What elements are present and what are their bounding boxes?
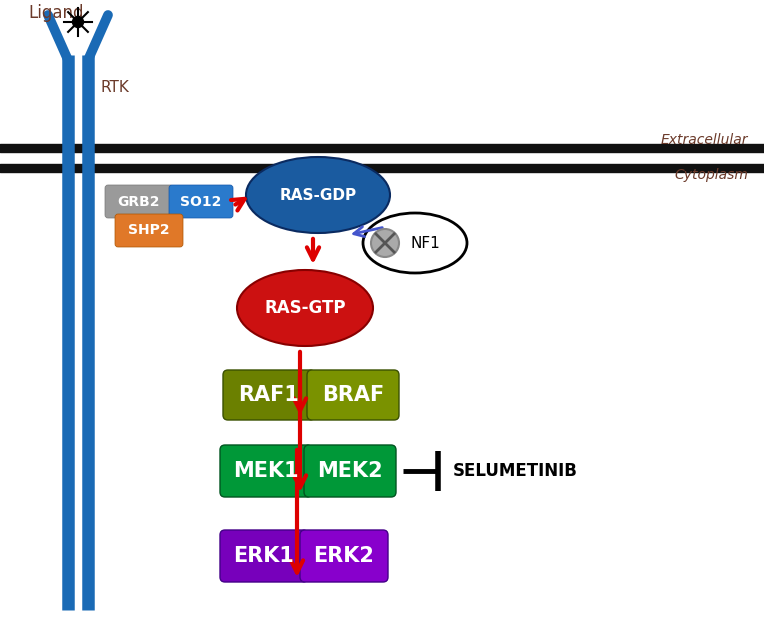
FancyBboxPatch shape: [223, 370, 315, 420]
FancyBboxPatch shape: [307, 370, 399, 420]
Ellipse shape: [246, 157, 390, 233]
Text: NF1: NF1: [410, 235, 440, 251]
Text: RAF1: RAF1: [238, 385, 299, 405]
Text: RTK: RTK: [100, 81, 129, 95]
Text: SHP2: SHP2: [128, 223, 170, 237]
Circle shape: [73, 17, 83, 27]
Text: SELUMETINIB: SELUMETINIB: [453, 462, 578, 480]
FancyBboxPatch shape: [105, 185, 173, 218]
FancyBboxPatch shape: [169, 185, 233, 218]
FancyBboxPatch shape: [220, 445, 312, 497]
Text: BRAF: BRAF: [322, 385, 384, 405]
Circle shape: [371, 229, 399, 257]
Text: MEK1: MEK1: [233, 461, 299, 481]
Text: RAS-GDP: RAS-GDP: [280, 188, 357, 202]
Text: MEK2: MEK2: [317, 461, 383, 481]
Ellipse shape: [363, 213, 467, 273]
Text: ERK1: ERK1: [234, 546, 294, 566]
Ellipse shape: [237, 270, 373, 346]
Text: ERK2: ERK2: [313, 546, 374, 566]
FancyBboxPatch shape: [220, 530, 308, 582]
FancyBboxPatch shape: [304, 445, 396, 497]
Text: Extracellular: Extracellular: [661, 133, 748, 147]
FancyBboxPatch shape: [300, 530, 388, 582]
Text: GRB2: GRB2: [118, 195, 160, 209]
Text: Ligand: Ligand: [28, 4, 83, 22]
Text: RAS-GTP: RAS-GTP: [264, 299, 346, 317]
Text: Cytoplasm: Cytoplasm: [674, 168, 748, 182]
FancyBboxPatch shape: [115, 214, 183, 247]
Text: SO12: SO12: [180, 195, 222, 209]
